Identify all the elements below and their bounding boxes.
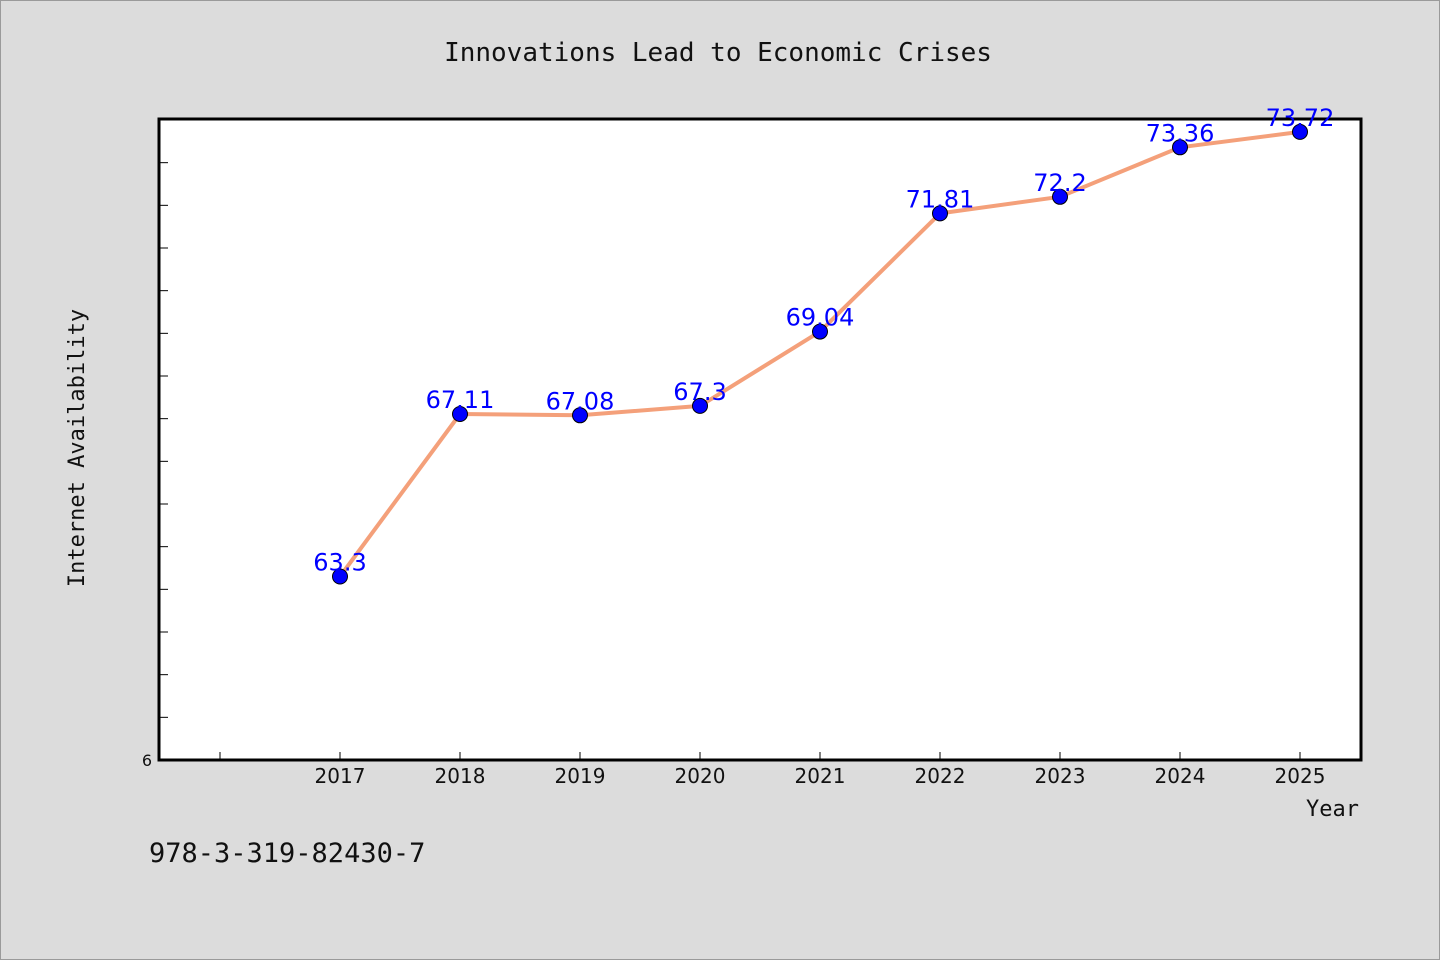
- data-label: 69.04: [786, 304, 855, 332]
- x-tick-label: 2022: [915, 764, 966, 788]
- data-label: 63.3: [313, 549, 366, 577]
- data-label: 73.72: [1266, 104, 1335, 132]
- x-tick-label: 2019: [555, 764, 606, 788]
- x-tick-label: 2021: [795, 764, 846, 788]
- data-label: 71.81: [906, 185, 975, 213]
- data-point: [1172, 139, 1188, 156]
- chart-title: Innovations Lead to Economic Crises: [444, 38, 992, 68]
- data-label: 67.3: [673, 378, 726, 406]
- data-point: [692, 397, 708, 414]
- data-point: [1052, 188, 1068, 205]
- data-label: 72.2: [1033, 169, 1086, 197]
- x-axis-label: Year: [1306, 797, 1359, 822]
- data-point: [332, 568, 348, 585]
- series-group: 63.3 67.11 67.08 67.3 69.04 71.81 72.2 73.36 73.…: [313, 104, 1335, 585]
- x-tick-label: 2025: [1275, 764, 1326, 788]
- x-axis-ticks: 2017 2018 2019 2020 2021 2022 2023 2024 2025: [219, 752, 1326, 788]
- y-axis-ticks: [160, 162, 168, 718]
- data-point: [812, 323, 828, 340]
- data-point: [932, 205, 948, 222]
- data-point: [452, 406, 468, 422]
- footer-code: 978-3-319-82430-7: [149, 838, 425, 869]
- data-label: 67.11: [426, 386, 495, 414]
- x-tick-label: 2023: [1035, 764, 1086, 788]
- x-tick-label: 2018: [435, 764, 486, 788]
- data-point: [1292, 123, 1308, 140]
- x-tick-label: 2024: [1155, 764, 1206, 788]
- x-tick-label: 2020: [675, 764, 726, 788]
- y-tick-label: 6: [142, 751, 152, 770]
- x-tick-label: 2017: [315, 764, 366, 788]
- data-point: [572, 407, 588, 424]
- y-axis-label: Internet Availability: [65, 309, 90, 587]
- plot-area: [157, 117, 1363, 762]
- data-label: 67.08: [546, 387, 615, 415]
- data-label: 73.36: [1146, 119, 1215, 147]
